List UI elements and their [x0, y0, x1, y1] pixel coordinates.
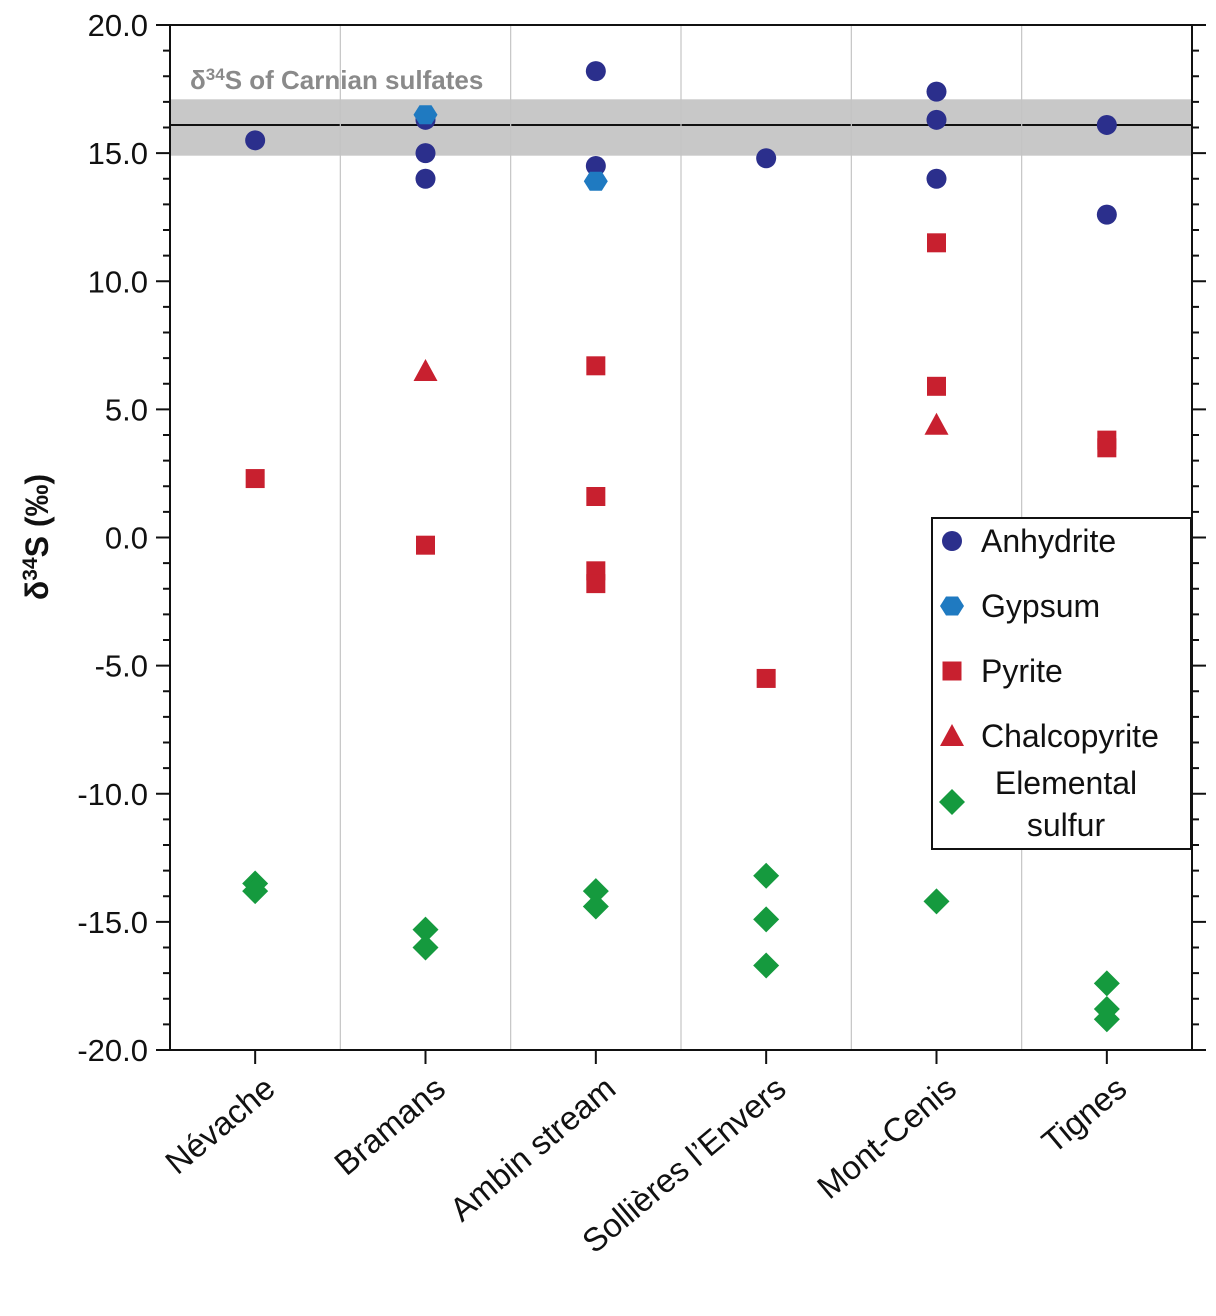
- anhydrite-point: [415, 168, 436, 189]
- pyrite-point: [927, 376, 946, 396]
- legend-label: Anhydrite: [981, 523, 1116, 559]
- x-category-label: Mont-Cenis: [810, 1069, 963, 1206]
- legend-label: Chalcopyrite: [981, 718, 1159, 754]
- x-category-label: Tignes: [1035, 1069, 1134, 1160]
- y-axis-label: δ34S (‰): [19, 474, 55, 600]
- anhydrite-point: [926, 109, 947, 130]
- elemental-sulfur-point: [923, 888, 950, 915]
- legend-label: sulfur: [1027, 807, 1106, 843]
- y-tick-label: -20.0: [77, 1033, 148, 1068]
- elemental-sulfur-point: [753, 952, 780, 979]
- anhydrite-point: [756, 148, 777, 169]
- elemental-sulfur-point: [753, 906, 780, 933]
- legend-elemental-sulfur-marker: [939, 789, 965, 815]
- elemental-sulfur-point: [1093, 1006, 1120, 1033]
- x-category-label: Névache: [158, 1069, 282, 1181]
- elemental-sulfur-point: [1093, 970, 1120, 997]
- elemental-sulfur-point: [242, 878, 269, 905]
- legend: Anhydrite Gypsum Pyrite Chalcopyrite Element…: [931, 517, 1192, 850]
- anhydrite-point: [415, 143, 436, 164]
- pyrite-point: [586, 356, 606, 376]
- reference-band-label: δ34S of Carnian sulfates: [190, 65, 483, 95]
- legend-chalcopyrite-marker: [940, 724, 964, 746]
- pyrite-point: [927, 233, 946, 253]
- x-category-label: Bramans: [327, 1069, 452, 1182]
- y-tick-label: 0.0: [105, 521, 148, 556]
- gypsum-point: [413, 105, 438, 125]
- anhydrite-point: [245, 130, 266, 151]
- y-ticks: 20.0 15.0 10.0 5.0 0.0 -5.0 -10.0 -15.0 -20.0: [77, 8, 1206, 1068]
- data-points: [242, 61, 1120, 1033]
- legend-box: [931, 517, 1192, 850]
- legend-items: Anhydrite Gypsum Pyrite Chalcopyrite Element…: [939, 523, 1159, 843]
- elemental-sulfur-point: [582, 893, 609, 920]
- y-tick-label: 20.0: [88, 8, 148, 43]
- y-tick-label: 10.0: [88, 264, 148, 299]
- anhydrite-point: [1096, 114, 1117, 135]
- pyrite-point: [245, 469, 265, 489]
- elemental-sulfur-point: [412, 934, 439, 961]
- y-tick-label: -10.0: [77, 777, 148, 812]
- anhydrite-point: [926, 168, 947, 189]
- pyrite-point: [1097, 438, 1117, 458]
- legend-label: Pyrite: [981, 653, 1063, 689]
- pyrite-point: [586, 487, 606, 506]
- y-tick-label: -15.0: [77, 905, 148, 940]
- anhydrite-point: [585, 155, 606, 176]
- elemental-sulfur-point: [753, 862, 780, 889]
- anhydrite-point: [926, 81, 947, 102]
- pyrite-point: [586, 574, 606, 594]
- legend-anhydrite-marker: [942, 531, 962, 551]
- y-tick-label: 15.0: [88, 136, 148, 171]
- elemental-sulfur-point: [582, 878, 609, 905]
- y-tick-label: -5.0: [95, 649, 148, 684]
- gypsum-point: [583, 171, 608, 191]
- anhydrite-point: [585, 61, 606, 82]
- anhydrite-point: [1096, 204, 1117, 225]
- pyrite-point: [416, 535, 435, 555]
- grid-layer: [339, 25, 1023, 1050]
- pyrite-point: [756, 668, 776, 688]
- legend-label: Elemental: [995, 765, 1137, 801]
- x-category-label: Ambin stream: [443, 1069, 623, 1228]
- chalcopyrite-point: [413, 358, 438, 381]
- legend-pyrite-marker: [942, 661, 962, 681]
- y-tick-label: 5.0: [105, 392, 148, 427]
- band-label-superscript: 34: [206, 65, 225, 84]
- chalcopyrite-point: [924, 412, 949, 435]
- legend-label: Gypsum: [981, 588, 1100, 624]
- legend-gypsum-marker: [940, 596, 964, 616]
- elemental-sulfur-point: [412, 916, 439, 943]
- y-axis-label-superscript: 34: [19, 557, 42, 581]
